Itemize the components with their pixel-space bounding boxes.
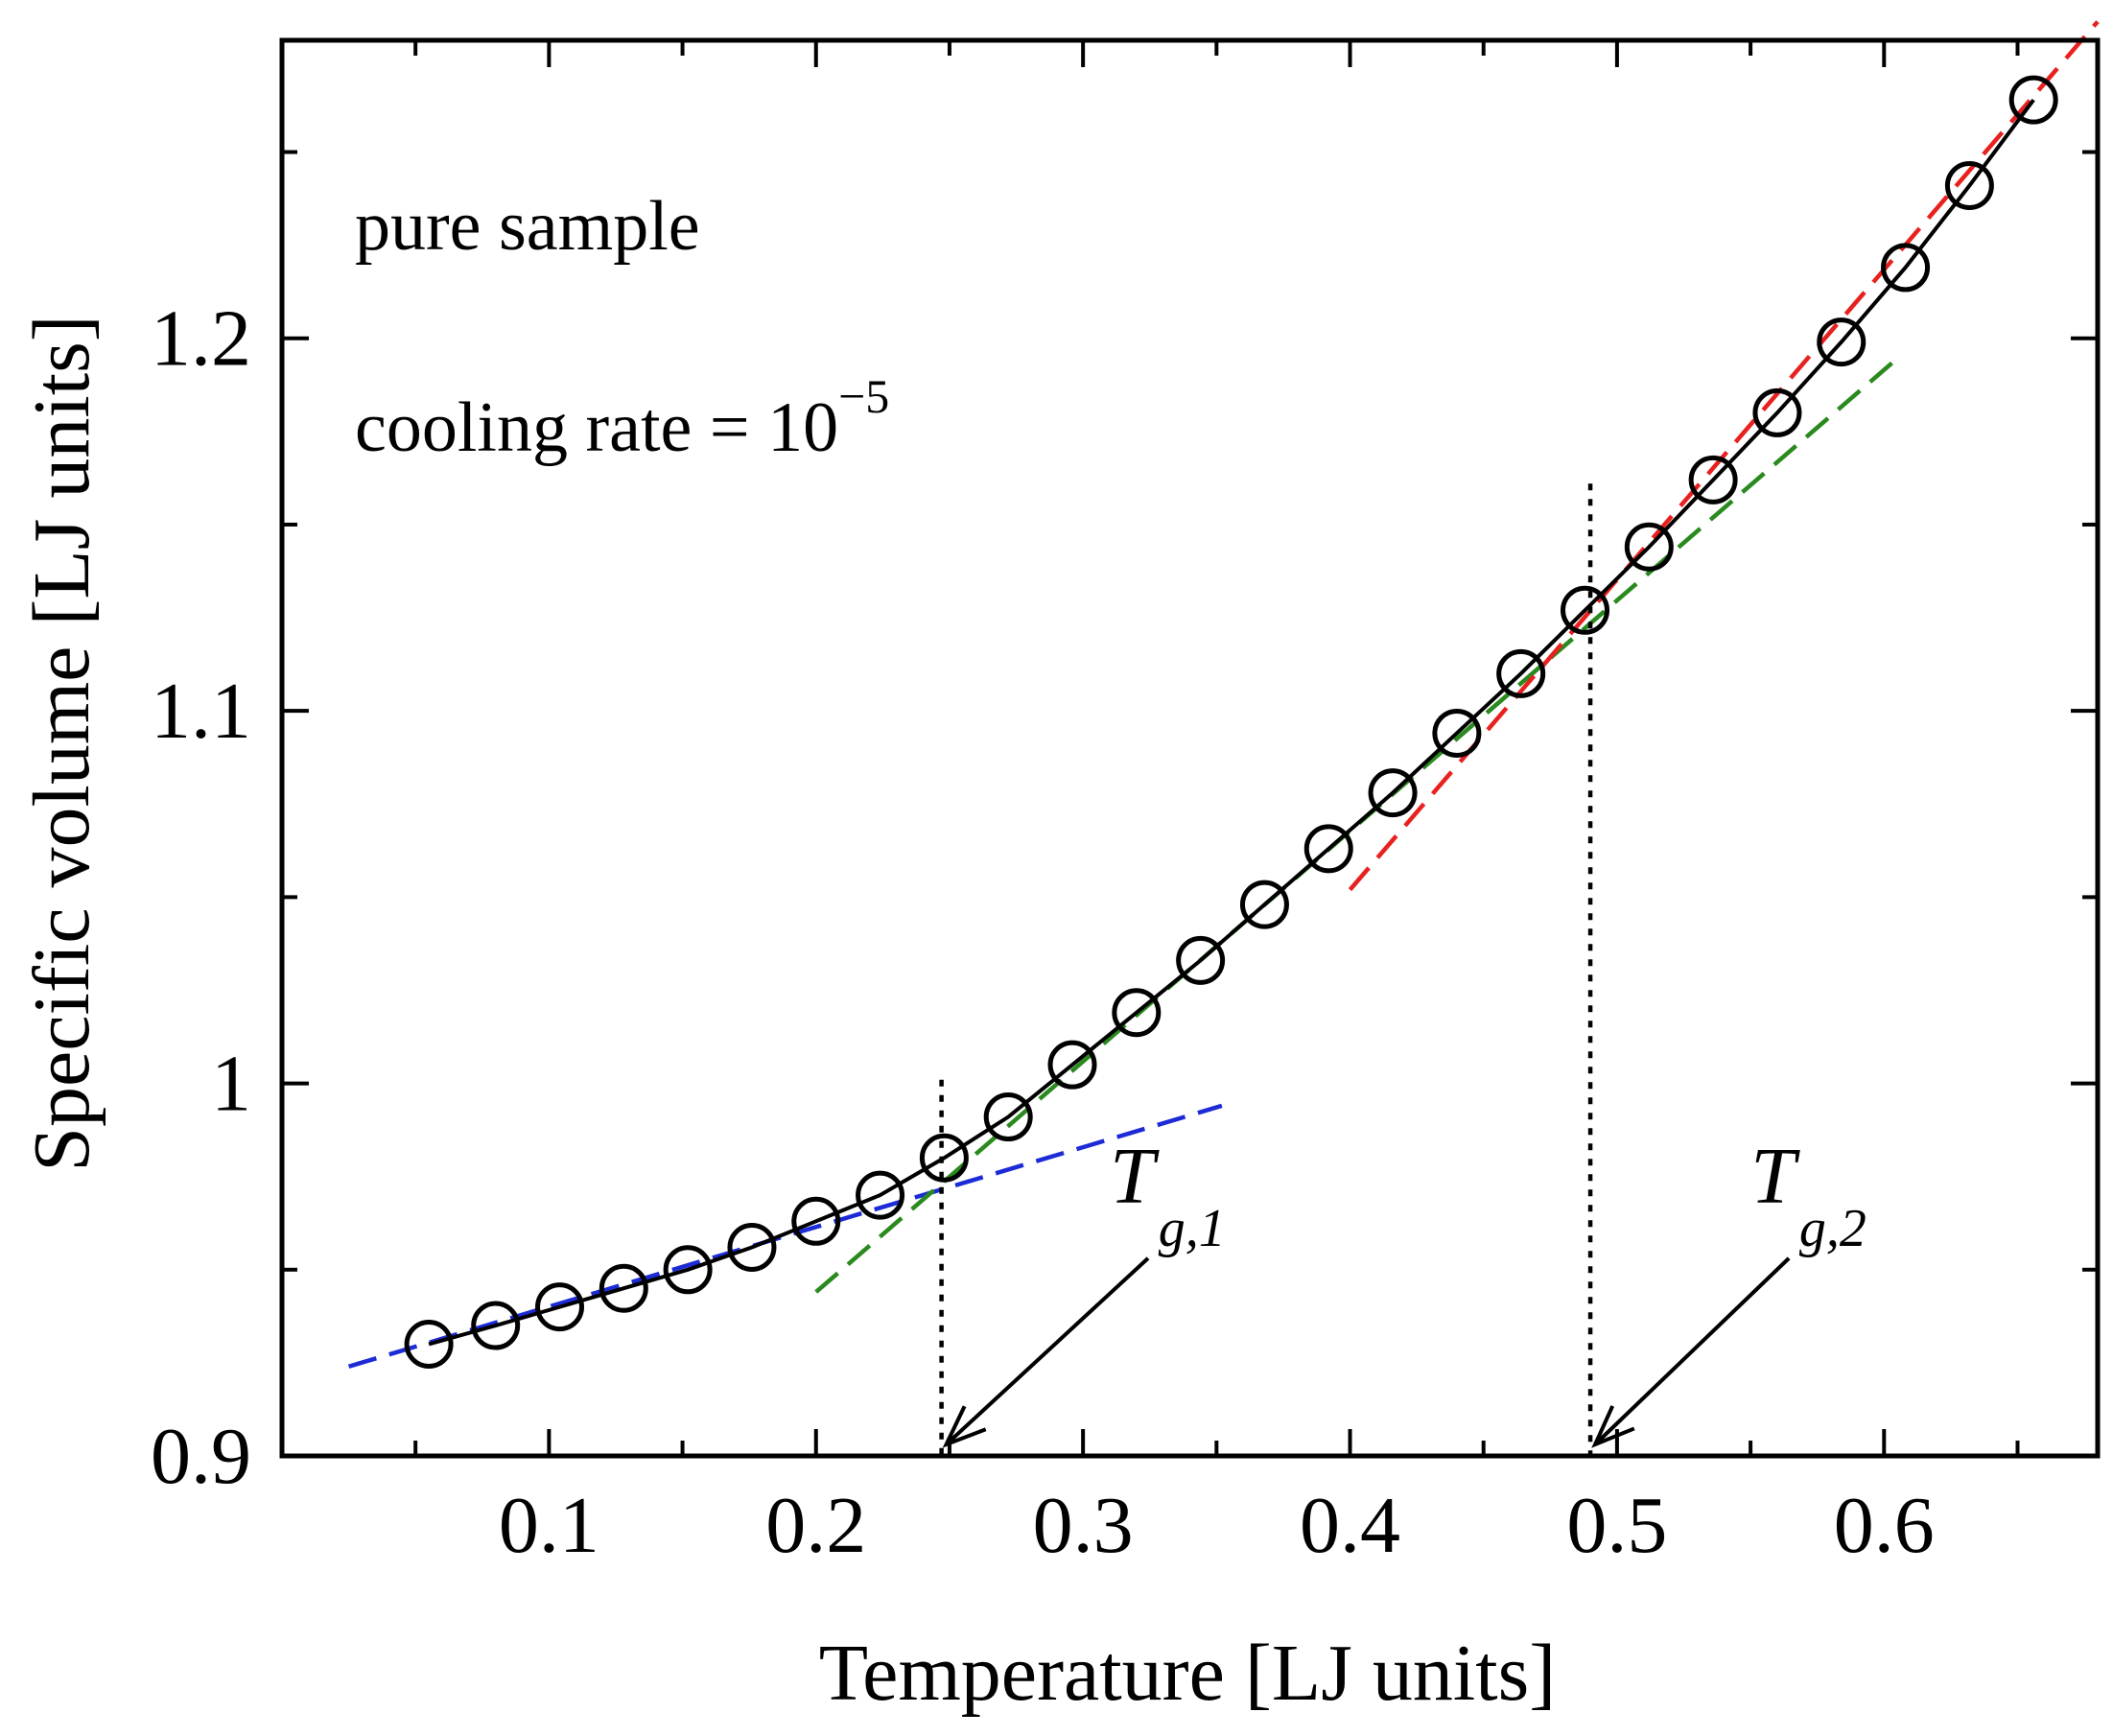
data-point-10: [983, 1092, 1033, 1142]
data-point-9: [919, 1133, 969, 1183]
tg2-arrow-shaft: [1593, 1256, 1791, 1446]
x-tick-label-5: 0.5: [1566, 1481, 1667, 1570]
data-point-1: [404, 1319, 454, 1369]
data-point-14: [1239, 880, 1289, 929]
data-point-3: [535, 1282, 585, 1332]
tick-labels: 0.1 0.2 0.3 0.4 0.5 0.6 0.9 1 1.1 1.2: [151, 294, 1935, 1570]
data-point-25: [1944, 160, 1994, 210]
data-curve: [428, 98, 2035, 1347]
data-point-6: [727, 1222, 777, 1272]
x-tick-label-1: 0.1: [499, 1481, 599, 1570]
data-point-11: [1047, 1040, 1097, 1090]
fit-line-1: [347, 1103, 1223, 1369]
data-point-13: [1176, 935, 1226, 985]
data-markers: [404, 75, 2058, 1369]
tg2-label-subscript: g,2: [1799, 1199, 1866, 1258]
data-point-16: [1368, 768, 1418, 818]
annotation-sample: pure sample: [355, 187, 700, 266]
annotation-cooling-rate: cooling rate = 10−5: [355, 369, 889, 467]
data-point-18: [1496, 648, 1546, 698]
data-point-4: [599, 1263, 648, 1313]
tg2-label-main: T: [1750, 1132, 1800, 1221]
plot-frame: [279, 37, 2101, 1459]
x-axis-label: Temperature [LJ units]: [819, 1629, 1557, 1718]
cooling-rate-text: cooling rate = 10: [355, 388, 838, 467]
data-point-24: [1881, 243, 1931, 293]
data-point-17: [1432, 708, 1482, 758]
data-point-26: [2008, 75, 2058, 125]
data-point-15: [1303, 824, 1353, 874]
data-point-20: [1624, 522, 1674, 572]
axis-ticks: [282, 40, 2098, 1458]
data-point-5: [663, 1245, 713, 1295]
data-point-22: [1752, 387, 1802, 437]
tg2-label: Tg,2: [1750, 1132, 1866, 1258]
data-point-23: [1817, 317, 1866, 367]
x-tick-label-6: 0.6: [1834, 1481, 1935, 1570]
y-tick-label-4: 1.2: [151, 294, 251, 384]
y-tick-label-3: 1.1: [151, 667, 251, 756]
tg1-arrow-shaft: [945, 1256, 1150, 1446]
data-point-2: [471, 1301, 521, 1350]
tg2-arrow-head: [1591, 1405, 1635, 1448]
axes-frame: [279, 37, 2101, 1459]
x-tick-label-2: 0.2: [765, 1481, 866, 1570]
data-point-7: [791, 1196, 841, 1246]
data-curve-group: [428, 98, 2035, 1347]
y-axis-label: Specific volume [LJ units]: [17, 315, 106, 1171]
tg1-label-main: T: [1110, 1132, 1160, 1221]
cooling-rate-exponent: −5: [838, 369, 889, 423]
y-tick-label-1: 0.9: [151, 1412, 251, 1501]
y-tick-label-2: 1: [211, 1040, 251, 1129]
data-point-8: [856, 1170, 905, 1220]
tg1-label-subscript: g,1: [1159, 1199, 1226, 1258]
tg1-label: Tg,1: [1110, 1132, 1226, 1258]
glass-transition-markers: Tg,1Tg,2: [939, 483, 1866, 1456]
fit-line-3: [1348, 20, 2100, 892]
x-tick-label-3: 0.3: [1033, 1481, 1134, 1570]
x-tick-label-4: 0.4: [1300, 1481, 1400, 1570]
data-point-12: [1112, 988, 1162, 1038]
data-point-19: [1561, 585, 1610, 635]
tg1-arrow-head: [942, 1405, 987, 1448]
data-point-21: [1688, 455, 1738, 504]
